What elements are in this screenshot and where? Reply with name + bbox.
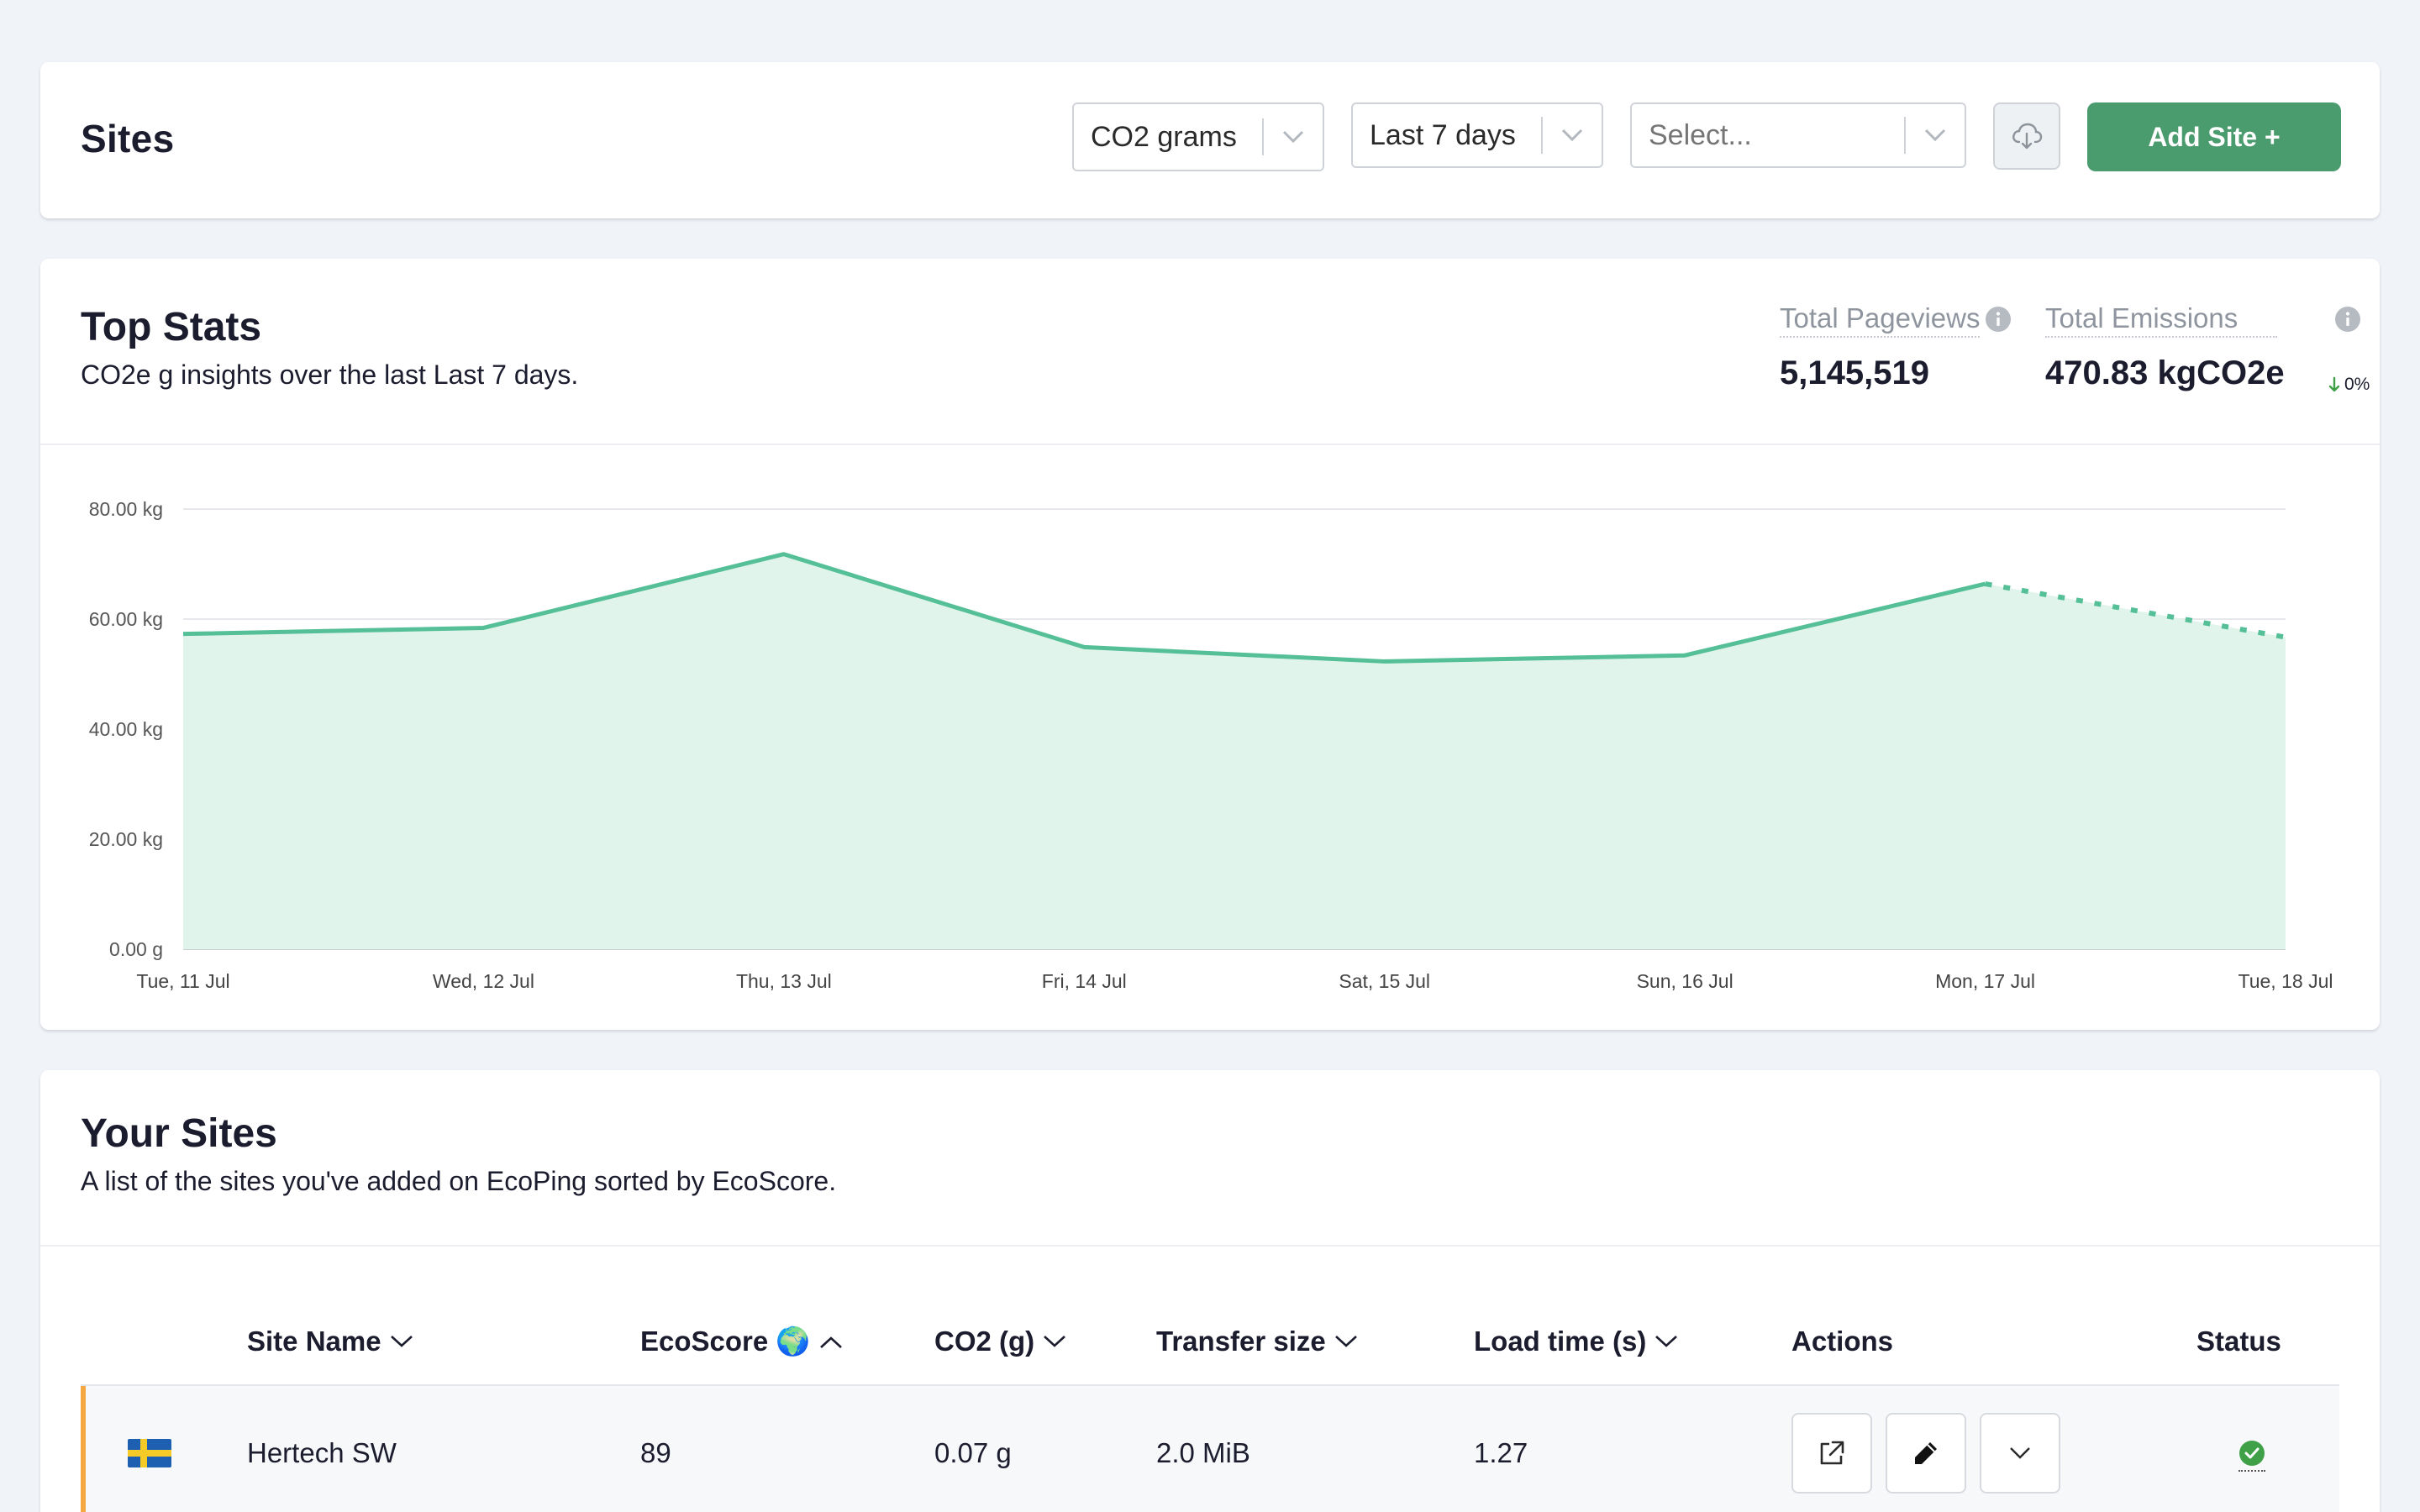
chevron-down-icon — [390, 1336, 413, 1347]
chevron-down-icon — [1044, 1336, 1066, 1347]
emissions-change-badge: 0% — [2328, 375, 2370, 395]
pencil-icon — [1915, 1442, 1937, 1464]
column-header-ecoscore[interactable]: EcoScore 🌍 — [640, 1326, 843, 1358]
info-icon[interactable] — [2334, 306, 2361, 333]
x-tick-label: Sun, 16 Jul — [1637, 970, 1733, 992]
chevron-down-icon — [2010, 1447, 2030, 1459]
table-header: Site Name EcoScore 🌍 CO2 (g) Transfer si… — [81, 1312, 2339, 1386]
select-separator — [1262, 118, 1264, 155]
x-tick-label: Wed, 12 Jul — [433, 970, 534, 992]
arrow-down-icon — [2328, 376, 2340, 392]
chevron-down-icon — [1655, 1336, 1678, 1347]
total-pageviews-label[interactable]: Total Pageviews — [1780, 302, 1981, 338]
total-emissions-label[interactable]: Total Emissions — [2045, 302, 2277, 338]
column-header-label: Site Name — [247, 1326, 381, 1357]
edit-site-button[interactable] — [1886, 1413, 1966, 1494]
metric-select-value: CO2 grams — [1091, 120, 1237, 153]
emissions-chart: 0.00 g 20.00 kg 40.00 kg 60.00 kg 80.00 kg T… — [89, 498, 2333, 992]
chevron-up-icon — [819, 1336, 842, 1348]
y-tick-label: 80.00 kg — [89, 498, 163, 520]
chevron-down-icon — [1906, 129, 1965, 142]
projected-series-line — [1985, 581, 2286, 640]
add-site-button[interactable]: Add Site + — [2087, 102, 2341, 171]
x-tick-label: Tue, 18 Jul — [2238, 970, 2333, 992]
top-stats-subtitle: CO2e g insights over the last Last 7 day… — [81, 360, 579, 390]
y-tick-label: 0.00 g — [109, 938, 163, 960]
sites-header-card: Sites CO2 grams Last 7 days Select... Ad… — [40, 62, 2380, 218]
page-title: Sites — [81, 117, 175, 160]
co2-cell: 0.07 g — [934, 1437, 1012, 1468]
column-header-label: EcoScore 🌍 — [640, 1326, 811, 1357]
series-area — [183, 554, 2286, 949]
column-header-load-time[interactable]: Load time (s) — [1474, 1326, 1678, 1357]
section-divider — [40, 1245, 2380, 1247]
sites-table: Site Name EcoScore 🌍 CO2 (g) Transfer si… — [81, 1312, 2339, 1512]
y-tick-label: 60.00 kg — [89, 608, 163, 630]
column-header-transfer-size[interactable]: Transfer size — [1156, 1326, 1358, 1357]
x-tick-label: Fri, 14 Jul — [1042, 970, 1127, 992]
status-ok-icon[interactable] — [2238, 1440, 2265, 1472]
chevron-down-icon — [1334, 1336, 1357, 1347]
section-divider — [40, 444, 2380, 445]
top-stats-title: Top Stats — [81, 305, 262, 349]
info-icon[interactable] — [1985, 306, 2012, 333]
select-separator — [1904, 117, 1906, 154]
metric-select[interactable]: CO2 grams — [1072, 102, 1324, 171]
select-separator — [1541, 117, 1543, 154]
download-button[interactable] — [1993, 102, 2060, 170]
column-header-label: Load time (s) — [1474, 1326, 1647, 1357]
top-stats-card: Top Stats CO2e g insights over the last … — [40, 259, 2380, 1030]
open-site-button[interactable] — [1791, 1413, 1872, 1494]
external-link-icon — [1820, 1441, 1844, 1465]
x-tick-label: Thu, 13 Jul — [736, 970, 832, 992]
date-range-select[interactable]: Last 7 days — [1351, 102, 1603, 168]
total-pageviews-value: 5,145,519 — [1780, 354, 1929, 391]
total-emissions-value: 470.83 kgCO2e — [2045, 354, 2285, 391]
column-header-co2[interactable]: CO2 (g) — [934, 1326, 1066, 1357]
x-tick-label: Sat, 15 Jul — [1339, 970, 1430, 992]
load-time-cell: 1.27 — [1474, 1437, 1528, 1468]
column-header-actions: Actions — [1791, 1326, 1894, 1357]
site-name-cell: Hertech SW — [247, 1437, 397, 1468]
table-row[interactable]: Hertech SW 89 0.07 g 2.0 MiB 1.27 — [81, 1386, 2339, 1512]
column-header-site-name[interactable]: Site Name — [247, 1326, 413, 1357]
column-header-label: Transfer size — [1156, 1326, 1326, 1357]
x-tick-label: Mon, 17 Jul — [1935, 970, 2035, 992]
transfer-size-cell: 2.0 MiB — [1156, 1437, 1250, 1468]
ecoscore-cell: 89 — [640, 1437, 671, 1468]
emissions-change-value: 0% — [2344, 375, 2370, 394]
column-header-status: Status — [2196, 1326, 2281, 1357]
date-range-select-value: Last 7 days — [1370, 118, 1516, 151]
y-tick-label: 20.00 kg — [89, 828, 163, 850]
expand-row-button[interactable] — [1980, 1413, 2060, 1494]
chevron-down-icon — [1264, 130, 1323, 144]
site-select[interactable]: Select... — [1630, 102, 1966, 168]
chevron-down-icon — [1543, 129, 1602, 142]
x-tick-label: Tue, 11 Jul — [136, 970, 229, 992]
your-sites-subtitle: A list of the sites you've added on EcoP… — [81, 1166, 837, 1196]
your-sites-title: Your Sites — [81, 1111, 277, 1156]
cloud-download-icon — [2012, 123, 2043, 150]
sweden-flag-icon — [128, 1386, 171, 1512]
series-line — [182, 552, 1986, 664]
column-header-label: CO2 (g) — [934, 1326, 1035, 1357]
site-select-placeholder: Select... — [1649, 118, 1752, 151]
y-tick-label: 40.00 kg — [89, 718, 163, 740]
your-sites-card: Your Sites A list of the sites you've ad… — [40, 1070, 2380, 1512]
